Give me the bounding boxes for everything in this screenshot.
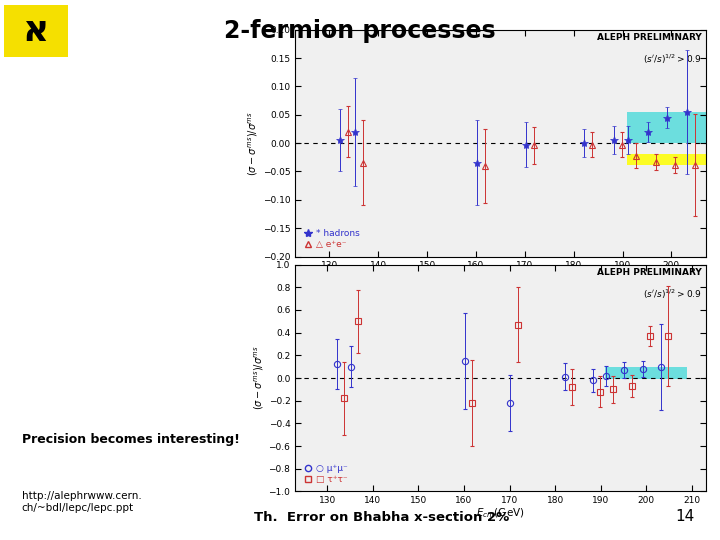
Bar xyxy=(627,154,706,165)
Bar xyxy=(606,367,688,379)
X-axis label: $E_{cm}$(GeV): $E_{cm}$(GeV) xyxy=(476,507,525,520)
Text: 2-fermion processes: 2-fermion processes xyxy=(224,19,496,43)
Y-axis label: $(\sigma-\sigma^{ms})/\sigma^{ms}$: $(\sigma-\sigma^{ms})/\sigma^{ms}$ xyxy=(246,111,260,176)
Legend: * hadrons, △ e⁺e⁻: * hadrons, △ e⁺e⁻ xyxy=(300,227,362,252)
Text: 14: 14 xyxy=(675,509,695,524)
Text: Precision becomes interesting!: Precision becomes interesting! xyxy=(22,433,240,446)
Text: $(s'/s)^{1/2} > 0.9$: $(s'/s)^{1/2} > 0.9$ xyxy=(643,287,701,301)
Text: http://alephrwww.cern.
ch/~bdl/lepc/lepc.ppt: http://alephrwww.cern. ch/~bdl/lepc/lepc… xyxy=(22,491,141,513)
Text: ALEPH PRELIMINARY: ALEPH PRELIMINARY xyxy=(597,33,701,42)
Bar xyxy=(627,112,706,143)
Text: א: א xyxy=(23,14,49,48)
Text: $(s'/s)^{1/2} > 0.9$: $(s'/s)^{1/2} > 0.9$ xyxy=(643,52,701,66)
Text: Th.  Error on Bhabha x-section 2%: Th. Error on Bhabha x-section 2% xyxy=(254,511,509,524)
Y-axis label: $(\sigma-\sigma^{ms})/\sigma^{ms}$: $(\sigma-\sigma^{ms})/\sigma^{ms}$ xyxy=(252,346,266,410)
X-axis label: $E_{cm}$(GeV): $E_{cm}$(GeV) xyxy=(476,272,525,285)
Text: ALEPH PRELIMINARY: ALEPH PRELIMINARY xyxy=(597,268,701,277)
Legend: ○ μ⁺μ⁻, □ τ⁺τ⁻: ○ μ⁺μ⁻, □ τ⁺τ⁻ xyxy=(300,462,351,487)
